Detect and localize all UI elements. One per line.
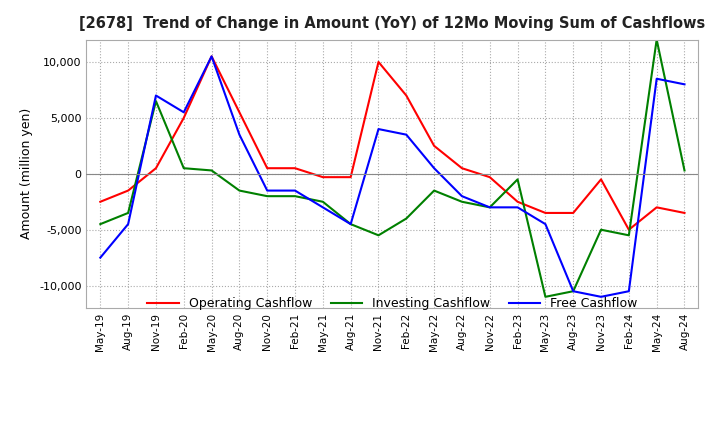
Operating Cashflow (458, 165, 467, 171)
Investing Cashflow (652, 37, 661, 42)
Investing Cashflow (624, 233, 633, 238)
Operating Cashflow (291, 165, 300, 171)
Free Cashflow (680, 82, 689, 87)
Investing Cashflow (96, 221, 104, 227)
Investing Cashflow (680, 168, 689, 173)
Operating Cashflow (569, 210, 577, 216)
Investing Cashflow (458, 199, 467, 205)
Free Cashflow (485, 205, 494, 210)
Operating Cashflow (346, 175, 355, 180)
Investing Cashflow (235, 188, 243, 193)
Operating Cashflow (430, 143, 438, 148)
Investing Cashflow (513, 177, 522, 182)
Free Cashflow (374, 126, 383, 132)
Free Cashflow (402, 132, 410, 137)
Operating Cashflow (207, 54, 216, 59)
Free Cashflow (235, 132, 243, 137)
Free Cashflow (179, 110, 188, 115)
Free Cashflow (541, 221, 550, 227)
Operating Cashflow (402, 93, 410, 98)
Operating Cashflow (680, 210, 689, 216)
Free Cashflow (430, 165, 438, 171)
Investing Cashflow (207, 168, 216, 173)
Free Cashflow (124, 221, 132, 227)
Investing Cashflow (346, 221, 355, 227)
Operating Cashflow (597, 177, 606, 182)
Line: Operating Cashflow: Operating Cashflow (100, 56, 685, 230)
Free Cashflow (291, 188, 300, 193)
Operating Cashflow (179, 115, 188, 121)
Operating Cashflow (152, 165, 161, 171)
Operating Cashflow (124, 188, 132, 193)
Investing Cashflow (124, 210, 132, 216)
Investing Cashflow (374, 233, 383, 238)
Operating Cashflow (541, 210, 550, 216)
Operating Cashflow (485, 175, 494, 180)
Investing Cashflow (597, 227, 606, 232)
Operating Cashflow (235, 110, 243, 115)
Free Cashflow (318, 205, 327, 210)
Line: Investing Cashflow: Investing Cashflow (100, 40, 685, 297)
Operating Cashflow (96, 199, 104, 205)
Free Cashflow (263, 188, 271, 193)
Free Cashflow (96, 255, 104, 260)
Free Cashflow (624, 289, 633, 294)
Operating Cashflow (263, 165, 271, 171)
Investing Cashflow (179, 165, 188, 171)
Legend: Operating Cashflow, Investing Cashflow, Free Cashflow: Operating Cashflow, Investing Cashflow, … (143, 292, 642, 315)
Investing Cashflow (569, 289, 577, 294)
Free Cashflow (207, 54, 216, 59)
Free Cashflow (652, 76, 661, 81)
Investing Cashflow (318, 199, 327, 205)
Line: Free Cashflow: Free Cashflow (100, 56, 685, 297)
Investing Cashflow (485, 205, 494, 210)
Title: [2678]  Trend of Change in Amount (YoY) of 12Mo Moving Sum of Cashflows: [2678] Trend of Change in Amount (YoY) o… (79, 16, 706, 32)
Investing Cashflow (541, 294, 550, 300)
Investing Cashflow (263, 194, 271, 199)
Free Cashflow (597, 294, 606, 300)
Operating Cashflow (624, 227, 633, 232)
Operating Cashflow (318, 175, 327, 180)
Investing Cashflow (430, 188, 438, 193)
Free Cashflow (569, 289, 577, 294)
Free Cashflow (152, 93, 161, 98)
Free Cashflow (346, 221, 355, 227)
Free Cashflow (513, 205, 522, 210)
Investing Cashflow (152, 99, 161, 104)
Free Cashflow (458, 194, 467, 199)
Operating Cashflow (652, 205, 661, 210)
Investing Cashflow (291, 194, 300, 199)
Operating Cashflow (513, 199, 522, 205)
Operating Cashflow (374, 59, 383, 65)
Investing Cashflow (402, 216, 410, 221)
Y-axis label: Amount (million yen): Amount (million yen) (20, 108, 34, 239)
